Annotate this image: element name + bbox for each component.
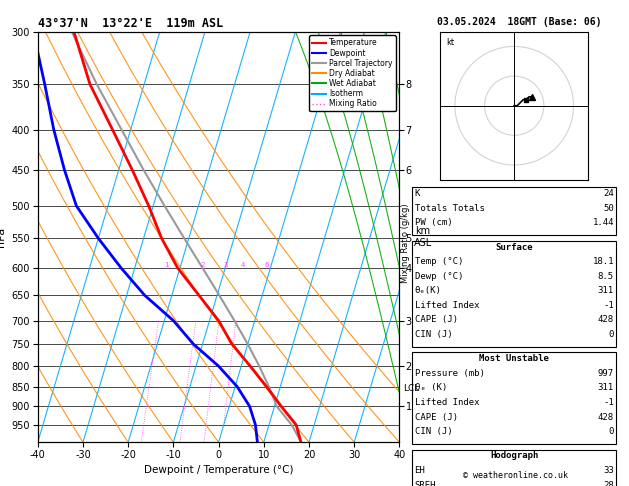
Y-axis label: km
ASL: km ASL (414, 226, 432, 248)
Text: 3: 3 (223, 262, 228, 268)
Text: -1: -1 (603, 398, 614, 407)
Text: Lifted Index: Lifted Index (415, 398, 479, 407)
Text: CIN (J): CIN (J) (415, 330, 452, 339)
Text: 1: 1 (164, 262, 169, 268)
X-axis label: Dewpoint / Temperature (°C): Dewpoint / Temperature (°C) (144, 466, 293, 475)
Text: 2: 2 (201, 262, 205, 268)
Text: 0: 0 (608, 330, 614, 339)
Text: 43°37'N  13°22'E  119m ASL: 43°37'N 13°22'E 119m ASL (38, 17, 223, 31)
Text: 50: 50 (603, 204, 614, 213)
Text: Pressure (mb): Pressure (mb) (415, 369, 484, 378)
Text: Dewp (°C): Dewp (°C) (415, 272, 463, 281)
Text: CAPE (J): CAPE (J) (415, 413, 457, 422)
Text: 428: 428 (598, 413, 614, 422)
Text: 6: 6 (265, 262, 269, 268)
Text: 28: 28 (603, 481, 614, 486)
Text: K: K (415, 189, 420, 198)
Text: CAPE (J): CAPE (J) (415, 315, 457, 325)
Text: θₑ(K): θₑ(K) (415, 286, 442, 295)
Text: Mixing Ratio (g/kg): Mixing Ratio (g/kg) (401, 203, 410, 283)
Text: Most Unstable: Most Unstable (479, 354, 549, 364)
Text: CIN (J): CIN (J) (415, 427, 452, 436)
Text: 311: 311 (598, 286, 614, 295)
Text: LCL: LCL (404, 384, 420, 393)
Text: 24: 24 (603, 189, 614, 198)
Text: 1.44: 1.44 (593, 218, 614, 227)
Text: 18.1: 18.1 (593, 257, 614, 266)
Text: 4: 4 (240, 262, 245, 268)
Text: Temp (°C): Temp (°C) (415, 257, 463, 266)
Text: 311: 311 (598, 383, 614, 393)
Text: 428: 428 (598, 315, 614, 325)
Text: -1: -1 (603, 301, 614, 310)
Legend: Temperature, Dewpoint, Parcel Trajectory, Dry Adiabat, Wet Adiabat, Isotherm, Mi: Temperature, Dewpoint, Parcel Trajectory… (309, 35, 396, 111)
Text: Surface: Surface (496, 243, 533, 252)
Text: Totals Totals: Totals Totals (415, 204, 484, 213)
Text: SREH: SREH (415, 481, 436, 486)
Text: © weatheronline.co.uk: © weatheronline.co.uk (464, 471, 568, 480)
Text: Lifted Index: Lifted Index (415, 301, 479, 310)
Text: 0: 0 (608, 427, 614, 436)
Text: kt: kt (446, 37, 454, 47)
Text: 33: 33 (603, 466, 614, 475)
Text: EH: EH (415, 466, 425, 475)
Text: 8.5: 8.5 (598, 272, 614, 281)
Text: 03.05.2024  18GMT (Base: 06): 03.05.2024 18GMT (Base: 06) (437, 17, 601, 27)
Text: θₑ (K): θₑ (K) (415, 383, 447, 393)
Text: Hodograph: Hodograph (490, 451, 538, 461)
Text: 997: 997 (598, 369, 614, 378)
Text: PW (cm): PW (cm) (415, 218, 452, 227)
Y-axis label: hPa: hPa (0, 227, 6, 247)
